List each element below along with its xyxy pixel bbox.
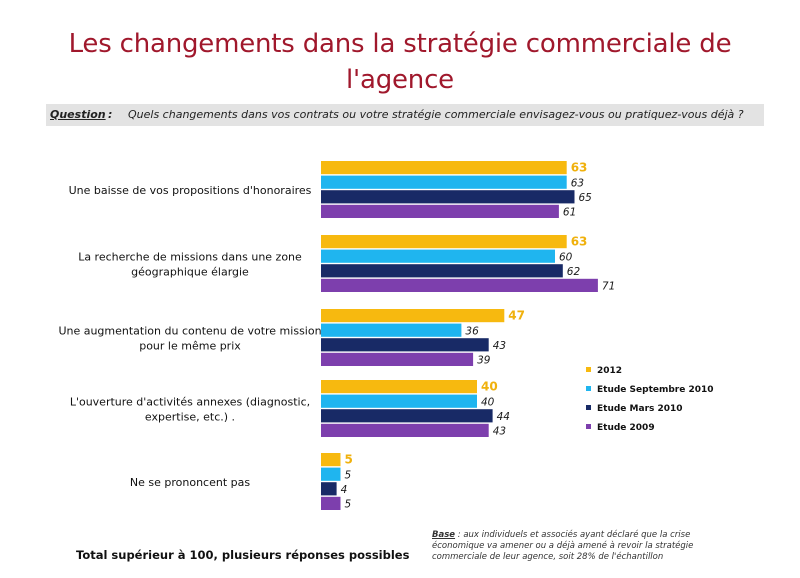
legend-label: 2012 xyxy=(597,366,622,376)
category-label: Une augmentation du contenu de votre mis… xyxy=(58,325,321,338)
data-label: 4 xyxy=(341,484,348,496)
bar xyxy=(321,352,474,366)
bar xyxy=(321,204,559,218)
bar xyxy=(321,323,462,337)
data-label: 60 xyxy=(559,251,573,263)
category-label: Une baisse de vos propositions d'honorai… xyxy=(69,184,312,197)
bar xyxy=(321,175,567,189)
data-label: 36 xyxy=(465,325,479,337)
base-label: Base xyxy=(432,530,456,540)
category-label: La recherche de missions dans une zone xyxy=(78,251,302,264)
question-bar: Question : Quels changements dans vos co… xyxy=(46,104,764,126)
data-label: 63 xyxy=(571,161,588,175)
bar xyxy=(321,394,477,408)
base-line-2: économique va amener ou a déjà amené à r… xyxy=(432,541,694,551)
base-line-1: : aux individuels et associés ayant décl… xyxy=(455,530,691,540)
data-label: 43 xyxy=(493,426,506,438)
category-label: pour le même prix xyxy=(139,340,241,353)
data-label: 63 xyxy=(571,177,584,189)
data-label: 40 xyxy=(481,380,498,394)
bar xyxy=(321,309,505,323)
bar xyxy=(321,278,598,292)
data-label: 47 xyxy=(508,309,525,323)
bar xyxy=(321,380,477,394)
bar xyxy=(321,496,341,510)
category-label: expertise, etc.) . xyxy=(145,411,235,424)
bar xyxy=(321,249,555,263)
data-label: 61 xyxy=(563,207,576,219)
legend-swatch xyxy=(586,386,591,391)
bar xyxy=(321,453,341,467)
data-label: 62 xyxy=(567,266,581,278)
bar xyxy=(321,482,337,496)
data-label: 5 xyxy=(345,453,353,467)
data-label: 44 xyxy=(497,411,510,423)
bar xyxy=(321,338,489,352)
category-label: Ne se prononcent pas xyxy=(130,476,250,489)
data-label: 63 xyxy=(571,235,588,249)
question-separator: : xyxy=(108,108,113,121)
legend-label: Etude Septembre 2010 xyxy=(597,385,714,395)
bar xyxy=(321,161,567,175)
chart-title: Les changements dans la stratégie commer… xyxy=(0,26,800,98)
question-text: Quels changements dans vos contrats ou v… xyxy=(128,108,744,121)
legend-swatch xyxy=(586,405,591,410)
bar xyxy=(321,467,341,481)
data-label: 65 xyxy=(579,192,593,204)
data-label: 39 xyxy=(477,355,491,367)
legend-label: Etude 2009 xyxy=(597,423,655,433)
data-label: 5 xyxy=(345,499,352,511)
data-label: 71 xyxy=(602,281,615,293)
bar xyxy=(321,190,575,204)
title-line-2: l'agence xyxy=(346,65,454,95)
base-line-3: commerciale de leur agence, soit 28% de … xyxy=(432,552,664,562)
footer-note: Total supérieur à 100, plusieurs réponse… xyxy=(76,548,410,562)
category-label: L'ouverture d'activités annexes (diagnos… xyxy=(70,396,310,409)
base-note: Base : aux individuels et associés ayant… xyxy=(432,530,772,563)
bar xyxy=(321,423,489,437)
legend-swatch xyxy=(586,367,591,372)
bar xyxy=(321,264,563,278)
legend-label: Etude Mars 2010 xyxy=(597,404,683,414)
title-line-1: Les changements dans la stratégie commer… xyxy=(68,29,732,59)
bar xyxy=(321,409,493,423)
category-label: géographique élargie xyxy=(131,266,249,279)
question-label: Question xyxy=(50,108,106,121)
bar xyxy=(321,235,567,249)
data-label: 40 xyxy=(481,396,495,408)
data-label: 43 xyxy=(493,340,506,352)
legend-swatch xyxy=(586,424,591,429)
data-label: 5 xyxy=(345,469,352,481)
